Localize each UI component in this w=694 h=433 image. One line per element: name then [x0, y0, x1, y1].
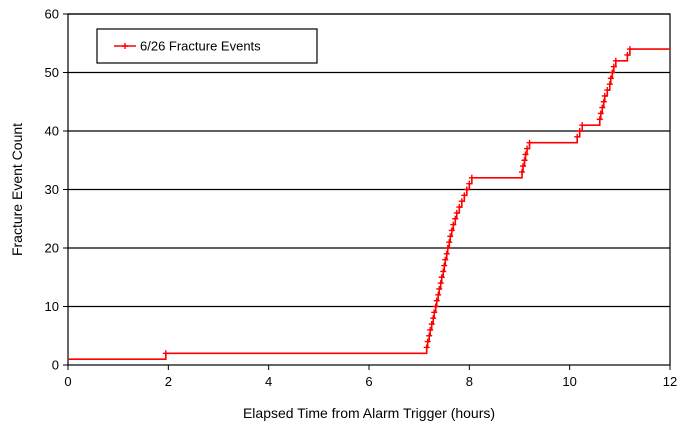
data-point	[426, 332, 433, 339]
x-tick-label-12: 12	[663, 374, 677, 389]
data-point	[522, 151, 529, 158]
y-tick-label-60: 60	[45, 7, 59, 22]
data-point	[458, 198, 465, 205]
data-point	[423, 344, 430, 351]
data-point	[452, 215, 459, 222]
data-point	[450, 221, 457, 228]
data-point	[519, 168, 526, 175]
data-point	[624, 51, 631, 58]
data-point	[576, 128, 583, 134]
series-line	[68, 48, 670, 360]
data-point	[431, 309, 438, 316]
axes	[63, 13, 671, 370]
data-point	[435, 291, 442, 298]
data-point	[427, 326, 434, 333]
data-point	[438, 274, 445, 281]
data-point	[433, 297, 440, 304]
data-point	[448, 227, 455, 234]
data-point	[612, 57, 619, 64]
data-point	[599, 104, 606, 111]
data-point	[443, 250, 450, 257]
y-axis-title: Fracture Event Count	[9, 123, 25, 256]
x-tick-label-6: 6	[365, 374, 372, 389]
x-axis-title: Elapsed Time from Alarm Trigger (hours)	[243, 405, 495, 421]
x-tick-label-0: 0	[64, 374, 71, 389]
data-point	[447, 233, 454, 240]
data-point	[600, 98, 607, 105]
data-point	[606, 81, 613, 88]
y-tick-label-20: 20	[45, 241, 59, 256]
data-point	[579, 122, 586, 129]
data-point	[430, 315, 437, 322]
data-point	[424, 338, 431, 345]
data-point	[441, 262, 448, 269]
legend-label: 6/26 Fracture Events	[140, 39, 261, 54]
legend: 6/26 Fracture Events	[96, 28, 318, 64]
data-point	[601, 92, 608, 99]
data-point	[162, 350, 169, 357]
plot-area-border	[67, 13, 671, 366]
data-point	[461, 192, 468, 199]
data-point	[446, 239, 453, 246]
series-0	[68, 46, 670, 360]
x-tick-label-4: 4	[265, 374, 272, 389]
data-point	[428, 321, 435, 328]
data-point	[466, 180, 473, 187]
data-point	[437, 280, 444, 287]
data-point	[626, 46, 633, 53]
tick-labels: 0 10 20 30 40 50 60 0 2 4 6 8 10 12	[45, 7, 678, 390]
data-point	[453, 209, 460, 216]
data-point	[604, 87, 611, 94]
data-point	[526, 139, 533, 146]
data-point	[609, 69, 616, 76]
data-point	[596, 116, 603, 123]
data-point	[436, 285, 443, 292]
data-point	[610, 63, 617, 70]
data-point	[607, 75, 614, 82]
data-point	[432, 303, 439, 310]
data-point	[524, 145, 531, 152]
x-tick-label-10: 10	[562, 374, 576, 389]
y-tick-label-10: 10	[45, 299, 59, 314]
data-point	[597, 110, 604, 117]
data-point	[468, 174, 475, 181]
x-tick-label-2: 2	[165, 374, 172, 389]
y-tick-label-40: 40	[45, 124, 59, 139]
data-point	[442, 256, 449, 263]
data-point	[521, 157, 528, 164]
data-point	[444, 245, 451, 251]
data-point	[574, 133, 581, 140]
data-point	[440, 268, 447, 275]
data-point	[463, 186, 470, 193]
data-point	[520, 163, 527, 170]
y-tick-label-30: 30	[45, 182, 59, 197]
data-point	[456, 204, 463, 211]
y-tick-label-0: 0	[52, 358, 59, 373]
x-tick-label-8: 8	[466, 374, 473, 389]
series-layer	[68, 46, 670, 360]
legend-marker-swatch	[122, 43, 128, 49]
y-tick-label-50: 50	[45, 65, 59, 80]
